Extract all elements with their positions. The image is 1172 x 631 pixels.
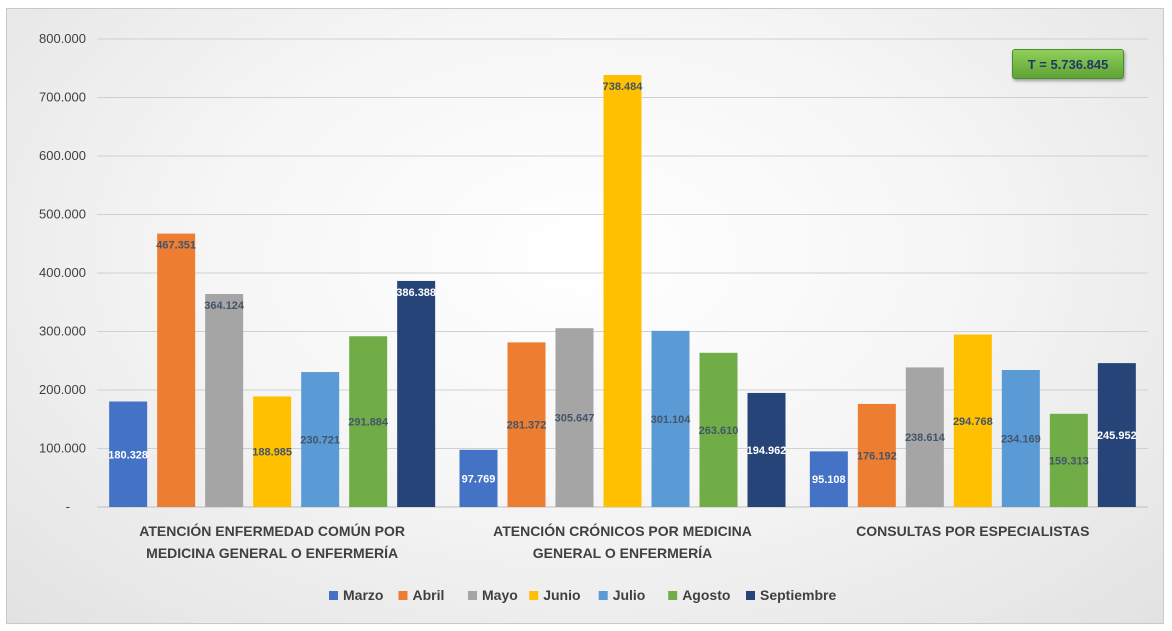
- legend-swatch-abril: [398, 591, 408, 600]
- y-tick-label: 300.000: [39, 324, 86, 339]
- data-label: 159.313: [1049, 455, 1089, 467]
- bar-marzo-2: [459, 449, 498, 507]
- data-label: 291.884: [348, 417, 389, 429]
- data-label: 238.614: [905, 432, 946, 444]
- bar-junio-1: [253, 396, 292, 507]
- chart-frame: [6, 8, 1164, 624]
- data-label: 230.721: [300, 435, 340, 447]
- bar-junio-2: [603, 74, 642, 507]
- data-label: 386.388: [396, 287, 436, 299]
- y-tick-label: 200.000: [39, 382, 86, 397]
- bar-agosto-1: [349, 336, 388, 507]
- bar-agosto-3: [1049, 413, 1088, 507]
- category-label: GENERAL O ENFERMERÍA: [533, 545, 712, 561]
- bar-septiembre-3: [1097, 363, 1136, 507]
- legend-label-julio: Julio: [613, 587, 646, 603]
- data-label: 305.647: [555, 413, 595, 425]
- total-annotation-badge: T = 5.736.845: [1012, 49, 1124, 79]
- bar-marzo-3: [809, 451, 848, 507]
- y-tick-label: 100.000: [39, 441, 86, 456]
- y-tick-label: 600.000: [39, 148, 86, 163]
- y-tick-label: 800.000: [39, 31, 86, 46]
- bar-mayo-2: [555, 328, 594, 507]
- bar-julio-1: [301, 372, 340, 507]
- data-label: 294.768: [953, 416, 993, 428]
- data-label: 467.351: [156, 240, 196, 252]
- legend-swatch-marzo: [329, 591, 338, 600]
- bar-septiembre-1: [397, 280, 436, 507]
- data-label: 188.985: [252, 447, 292, 459]
- legend-label-septiembre: Septiembre: [760, 587, 836, 603]
- data-label: 301.104: [651, 414, 692, 426]
- bar-abril-3: [857, 403, 896, 507]
- data-label: 281.372: [507, 420, 547, 432]
- legend-swatch-julio: [598, 591, 608, 600]
- bar-junio-3: [953, 334, 992, 507]
- category-label: MEDICINA GENERAL O ENFERMERÍA: [146, 545, 398, 561]
- bar-abril-1: [157, 233, 196, 507]
- legend-label-abril: Abril: [413, 587, 445, 603]
- y-tick-label: 700.000: [39, 90, 86, 105]
- data-label: 245.952: [1097, 430, 1137, 442]
- y-tick-label: 400.000: [39, 265, 86, 280]
- category-label: ATENCIÓN CRÓNICOS POR MEDICINA: [493, 522, 752, 539]
- legend-swatch-septiembre: [746, 591, 755, 600]
- data-label: 97.769: [462, 473, 496, 485]
- legend-label-junio: Junio: [543, 587, 580, 603]
- bar-agosto-2: [699, 352, 738, 507]
- bar-septiembre-2: [747, 392, 786, 507]
- data-label: 364.124: [204, 300, 245, 312]
- category-label: ATENCIÓN ENFERMEDAD COMÚN POR: [139, 522, 405, 539]
- bar-mayo-3: [905, 367, 944, 507]
- legend-swatch-agosto: [668, 591, 678, 600]
- y-tick-label: -: [66, 499, 70, 514]
- data-label: 263.610: [699, 425, 739, 437]
- bar-julio-3: [1001, 370, 1040, 507]
- bar-abril-2: [507, 342, 546, 507]
- data-label: 738.484: [603, 81, 644, 93]
- legend-label-agosto: Agosto: [682, 587, 730, 603]
- legend-swatch-mayo: [468, 591, 477, 600]
- data-label: 194.962: [747, 445, 787, 457]
- legend-swatch-junio: [529, 591, 539, 600]
- bar-marzo-1: [109, 401, 148, 507]
- data-label: 234.169: [1001, 434, 1041, 446]
- category-label: CONSULTAS POR ESPECIALISTAS: [856, 523, 1089, 539]
- y-tick-label: 500.000: [39, 207, 86, 222]
- legend-label-mayo: Mayo: [482, 587, 518, 603]
- bar-julio-2: [651, 330, 690, 507]
- data-label: 176.192: [857, 450, 897, 462]
- legend-label-marzo: Marzo: [343, 587, 383, 603]
- data-label: 95.108: [812, 474, 846, 486]
- data-label: 180.328: [108, 449, 148, 461]
- bar-mayo-1: [205, 293, 244, 507]
